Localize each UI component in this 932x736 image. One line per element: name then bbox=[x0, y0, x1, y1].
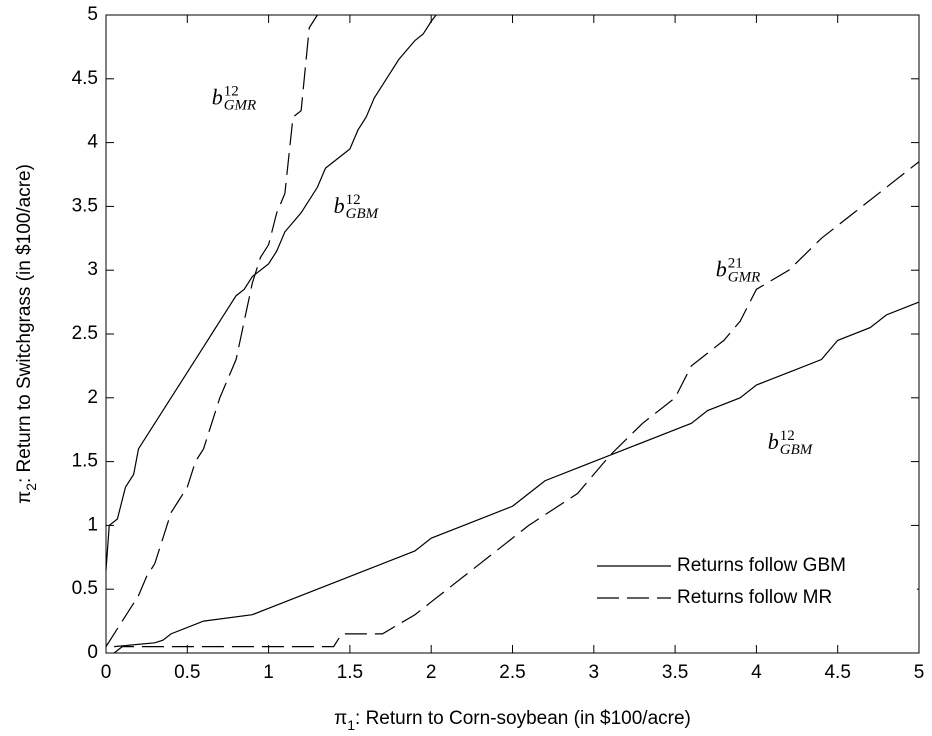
annotation-sub: GBM bbox=[780, 442, 814, 458]
y-tick-label: 1.5 bbox=[72, 451, 98, 472]
y-tick-label: 2.5 bbox=[72, 323, 98, 344]
x-tick-label: 2.5 bbox=[499, 662, 525, 683]
annotation-sub: GMR bbox=[728, 270, 761, 286]
x-tick-label: 3 bbox=[589, 662, 600, 683]
y-tick-label: 1 bbox=[87, 514, 98, 535]
x-tick-label: 1.5 bbox=[337, 662, 363, 683]
x-tick-label: 4.5 bbox=[824, 662, 850, 683]
annotation-sub: GMR bbox=[224, 97, 257, 113]
y-tick-label: 0.5 bbox=[72, 578, 98, 599]
y-tick-label: 4.5 bbox=[72, 68, 98, 89]
legend-label: Returns follow GBM bbox=[677, 555, 846, 576]
y-tick-label: 0 bbox=[87, 642, 98, 663]
y-tick-label: 5 bbox=[87, 4, 98, 25]
annotation-base: b bbox=[768, 429, 779, 454]
y-tick-label: 3 bbox=[87, 259, 98, 280]
annotation-sup: 12 bbox=[346, 192, 361, 208]
series-line bbox=[105, 14, 920, 648]
x-tick-label: 0 bbox=[101, 662, 112, 683]
annotation-sup: 12 bbox=[780, 428, 795, 444]
annotation-sup: 21 bbox=[728, 256, 743, 272]
x-tick-label: 3.5 bbox=[662, 662, 688, 683]
legend-label: Returns follow MR bbox=[677, 587, 832, 608]
axis-subscript: 2 bbox=[23, 483, 39, 491]
x-tick-label: 5 bbox=[914, 662, 925, 683]
axis-symbol: π bbox=[334, 708, 347, 729]
xlabel-label: π1: Return to Corn-soybean (in $100/acre… bbox=[334, 708, 691, 733]
y-tick-label: 2 bbox=[87, 387, 98, 408]
axis-text: : Return to Switchgrass (in $100/acre) bbox=[14, 164, 35, 483]
y-tick-label: 3.5 bbox=[72, 195, 98, 216]
y-tick-label: 4 bbox=[87, 132, 98, 153]
x-tick-label: 2 bbox=[426, 662, 437, 683]
annotation-sub: GBM bbox=[346, 206, 380, 222]
x-tick-label: 4 bbox=[751, 662, 762, 683]
annotation-sup: 12 bbox=[224, 83, 239, 99]
annotation-base: b bbox=[334, 193, 345, 218]
ylabel-label: π2: Return to Switchgrass (in $100/acre) bbox=[14, 164, 39, 504]
annotation-base: b bbox=[716, 257, 727, 282]
legend-box bbox=[589, 548, 917, 630]
axis-symbol: π bbox=[14, 491, 35, 504]
annotation-base: b bbox=[212, 84, 223, 109]
series-line bbox=[105, 14, 920, 654]
axis-text: : Return to Corn-soybean (in $100/acre) bbox=[355, 708, 691, 729]
axis-subscript: 1 bbox=[347, 717, 355, 733]
x-tick-label: 1 bbox=[263, 662, 274, 683]
x-tick-label: 0.5 bbox=[174, 662, 200, 683]
